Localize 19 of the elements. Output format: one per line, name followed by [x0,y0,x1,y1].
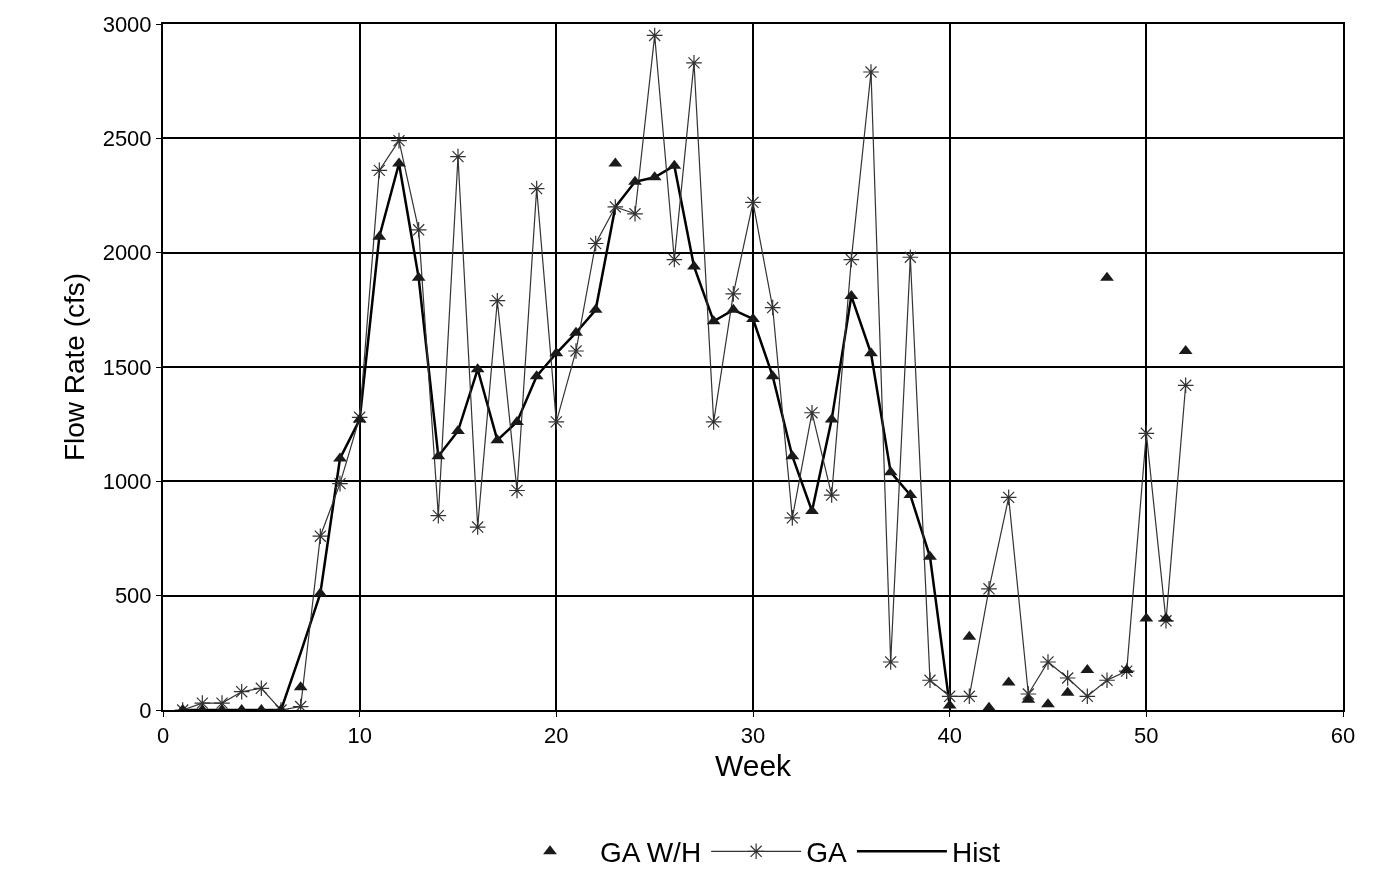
legend-label: GA W/H [600,837,702,869]
y-tick-label: 2000 [102,240,152,266]
legend-label: Hist [951,837,1001,869]
x-tick-label: 0 [156,723,170,749]
x-axis-title: Week [714,749,793,783]
legend-label: GA [806,837,847,869]
x-tick-label: 10 [347,723,372,749]
y-tick-label: 1500 [102,354,152,380]
y-tick-label: 500 [114,583,152,609]
y-tick-label: 3000 [102,11,152,37]
x-tick-label: 50 [1134,723,1159,749]
x-tick-label: 40 [937,723,962,749]
y-tick-label: 2500 [102,126,152,152]
x-tick-label: 60 [1330,723,1356,749]
y-tick-label: 0 [139,697,152,723]
x-tick-label: 30 [740,723,766,749]
x-tick-label: 20 [544,723,569,749]
y-axis-title: Flow Rate (cfs) [58,272,90,462]
y-tick-label: 1000 [102,469,152,495]
